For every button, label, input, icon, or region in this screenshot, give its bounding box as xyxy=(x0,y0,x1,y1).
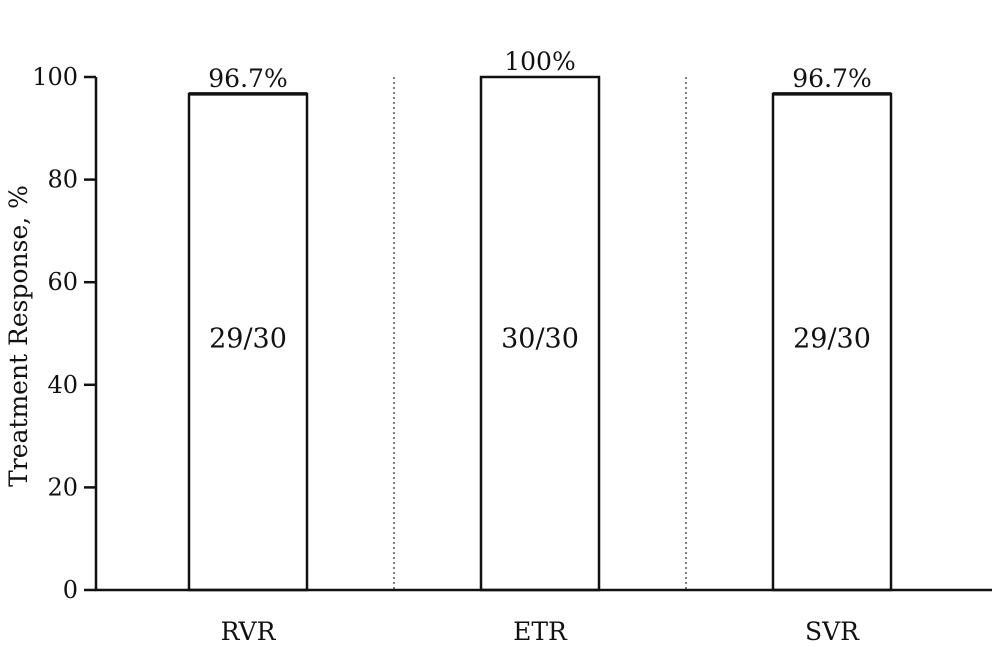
value-label: 96.7% xyxy=(208,64,287,93)
x-axis: RVR ETR SVR xyxy=(95,588,992,646)
count-label: 30/30 xyxy=(501,324,579,355)
y-tick-label: 80 xyxy=(47,166,78,194)
y-tick-label: 100 xyxy=(32,63,78,91)
bars: 96.7% 29/30 100% 30/30 96.7% 29/30 xyxy=(187,47,893,592)
category-label: SVR xyxy=(805,617,860,646)
bar-svr xyxy=(771,92,893,592)
category-separators xyxy=(393,77,687,590)
category-label: RVR xyxy=(221,617,277,646)
count-label: 29/30 xyxy=(793,324,871,355)
y-tick-label: 0 xyxy=(63,576,78,604)
y-tick-label: 60 xyxy=(47,268,78,296)
value-label: 96.7% xyxy=(792,64,871,93)
y-tick-label: 40 xyxy=(47,371,78,399)
count-label: 29/30 xyxy=(209,324,287,355)
category-label: ETR xyxy=(513,617,568,646)
bar-etr xyxy=(479,75,601,592)
value-label: 100% xyxy=(504,47,575,76)
y-axis: 0 20 40 60 80 100 xyxy=(32,63,98,604)
y-axis-title: Treatment Response, % xyxy=(4,185,33,487)
y-tick-label: 20 xyxy=(47,473,78,501)
